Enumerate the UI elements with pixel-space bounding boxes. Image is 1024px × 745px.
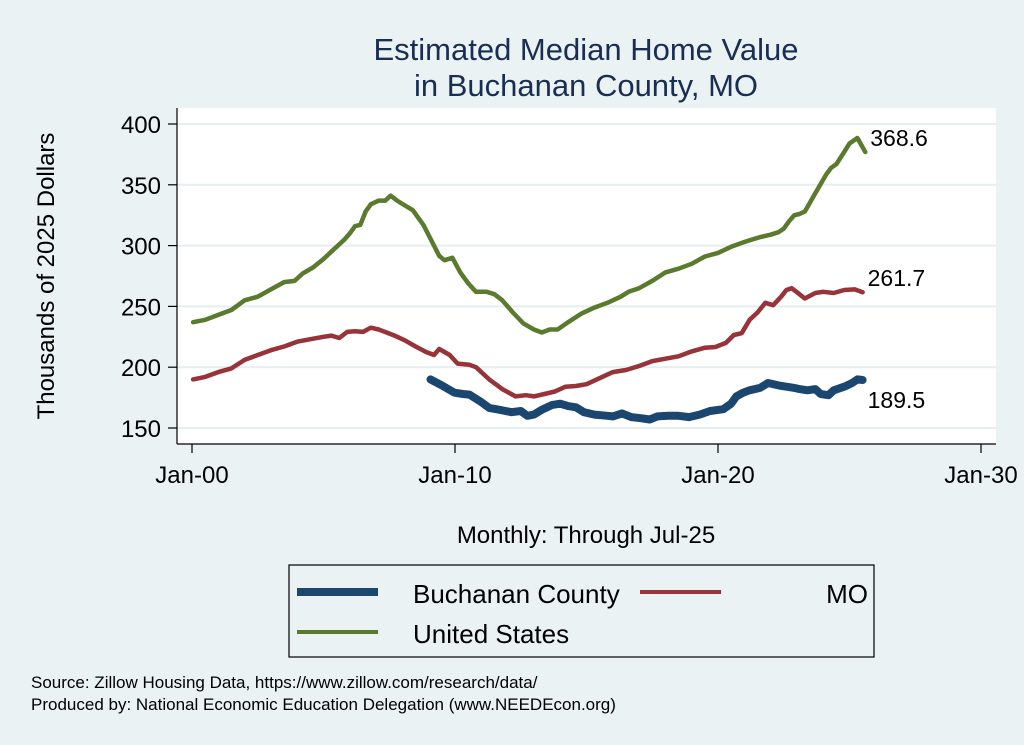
legend: Buchanan County MO United States bbox=[288, 564, 875, 658]
x-tick-label: Jan-30 bbox=[944, 462, 1017, 489]
legend-label-buchanan-county: Buchanan County bbox=[413, 579, 620, 609]
end-label-united-states: 368.6 bbox=[870, 125, 928, 151]
legend-label-mo: MO bbox=[826, 579, 868, 609]
end-label-buchanan-county: 189.5 bbox=[868, 387, 926, 413]
end-labels: 368.6 261.7 189.5 bbox=[868, 125, 928, 413]
series-lines bbox=[190, 135, 868, 424]
y-tick-label: 150 bbox=[121, 416, 161, 443]
series-line-united-states bbox=[190, 135, 868, 335]
chart-title-line-1: Estimated Median Home Value bbox=[373, 32, 798, 67]
end-label-mo: 261.7 bbox=[868, 265, 926, 291]
x-tick-label: Jan-10 bbox=[418, 462, 491, 489]
y-axis-title: Thousands of 2025 Dollars bbox=[33, 133, 60, 420]
gridlines bbox=[177, 123, 996, 429]
plot-area bbox=[177, 108, 996, 444]
series-line-buchanan-county bbox=[426, 375, 867, 424]
legend-label-united-states: United States bbox=[413, 619, 569, 649]
source-note: Source: Zillow Housing Data, https://www… bbox=[31, 673, 538, 692]
series-line-mo bbox=[190, 285, 865, 399]
legend-box bbox=[288, 564, 875, 658]
x-tick-label: Jan-20 bbox=[681, 462, 754, 489]
y-tick-label: 300 bbox=[121, 234, 161, 261]
y-tick-label: 250 bbox=[121, 294, 161, 321]
chart-title-line-2: in Buchanan County, MO bbox=[414, 68, 758, 103]
x-axis-title: Monthly: Through Jul-25 bbox=[457, 522, 715, 549]
y-tick-label: 400 bbox=[121, 112, 161, 139]
y-tick-label: 200 bbox=[121, 355, 161, 382]
producer-note: Produced by: National Economic Education… bbox=[31, 695, 616, 714]
x-axis-ticks: Jan-00 Jan-10 Jan-20 Jan-30 bbox=[155, 444, 1018, 489]
y-tick-label: 350 bbox=[121, 173, 161, 200]
y-axis-ticks: 150 200 250 300 350 400 bbox=[121, 112, 177, 443]
x-tick-label: Jan-00 bbox=[155, 462, 228, 489]
